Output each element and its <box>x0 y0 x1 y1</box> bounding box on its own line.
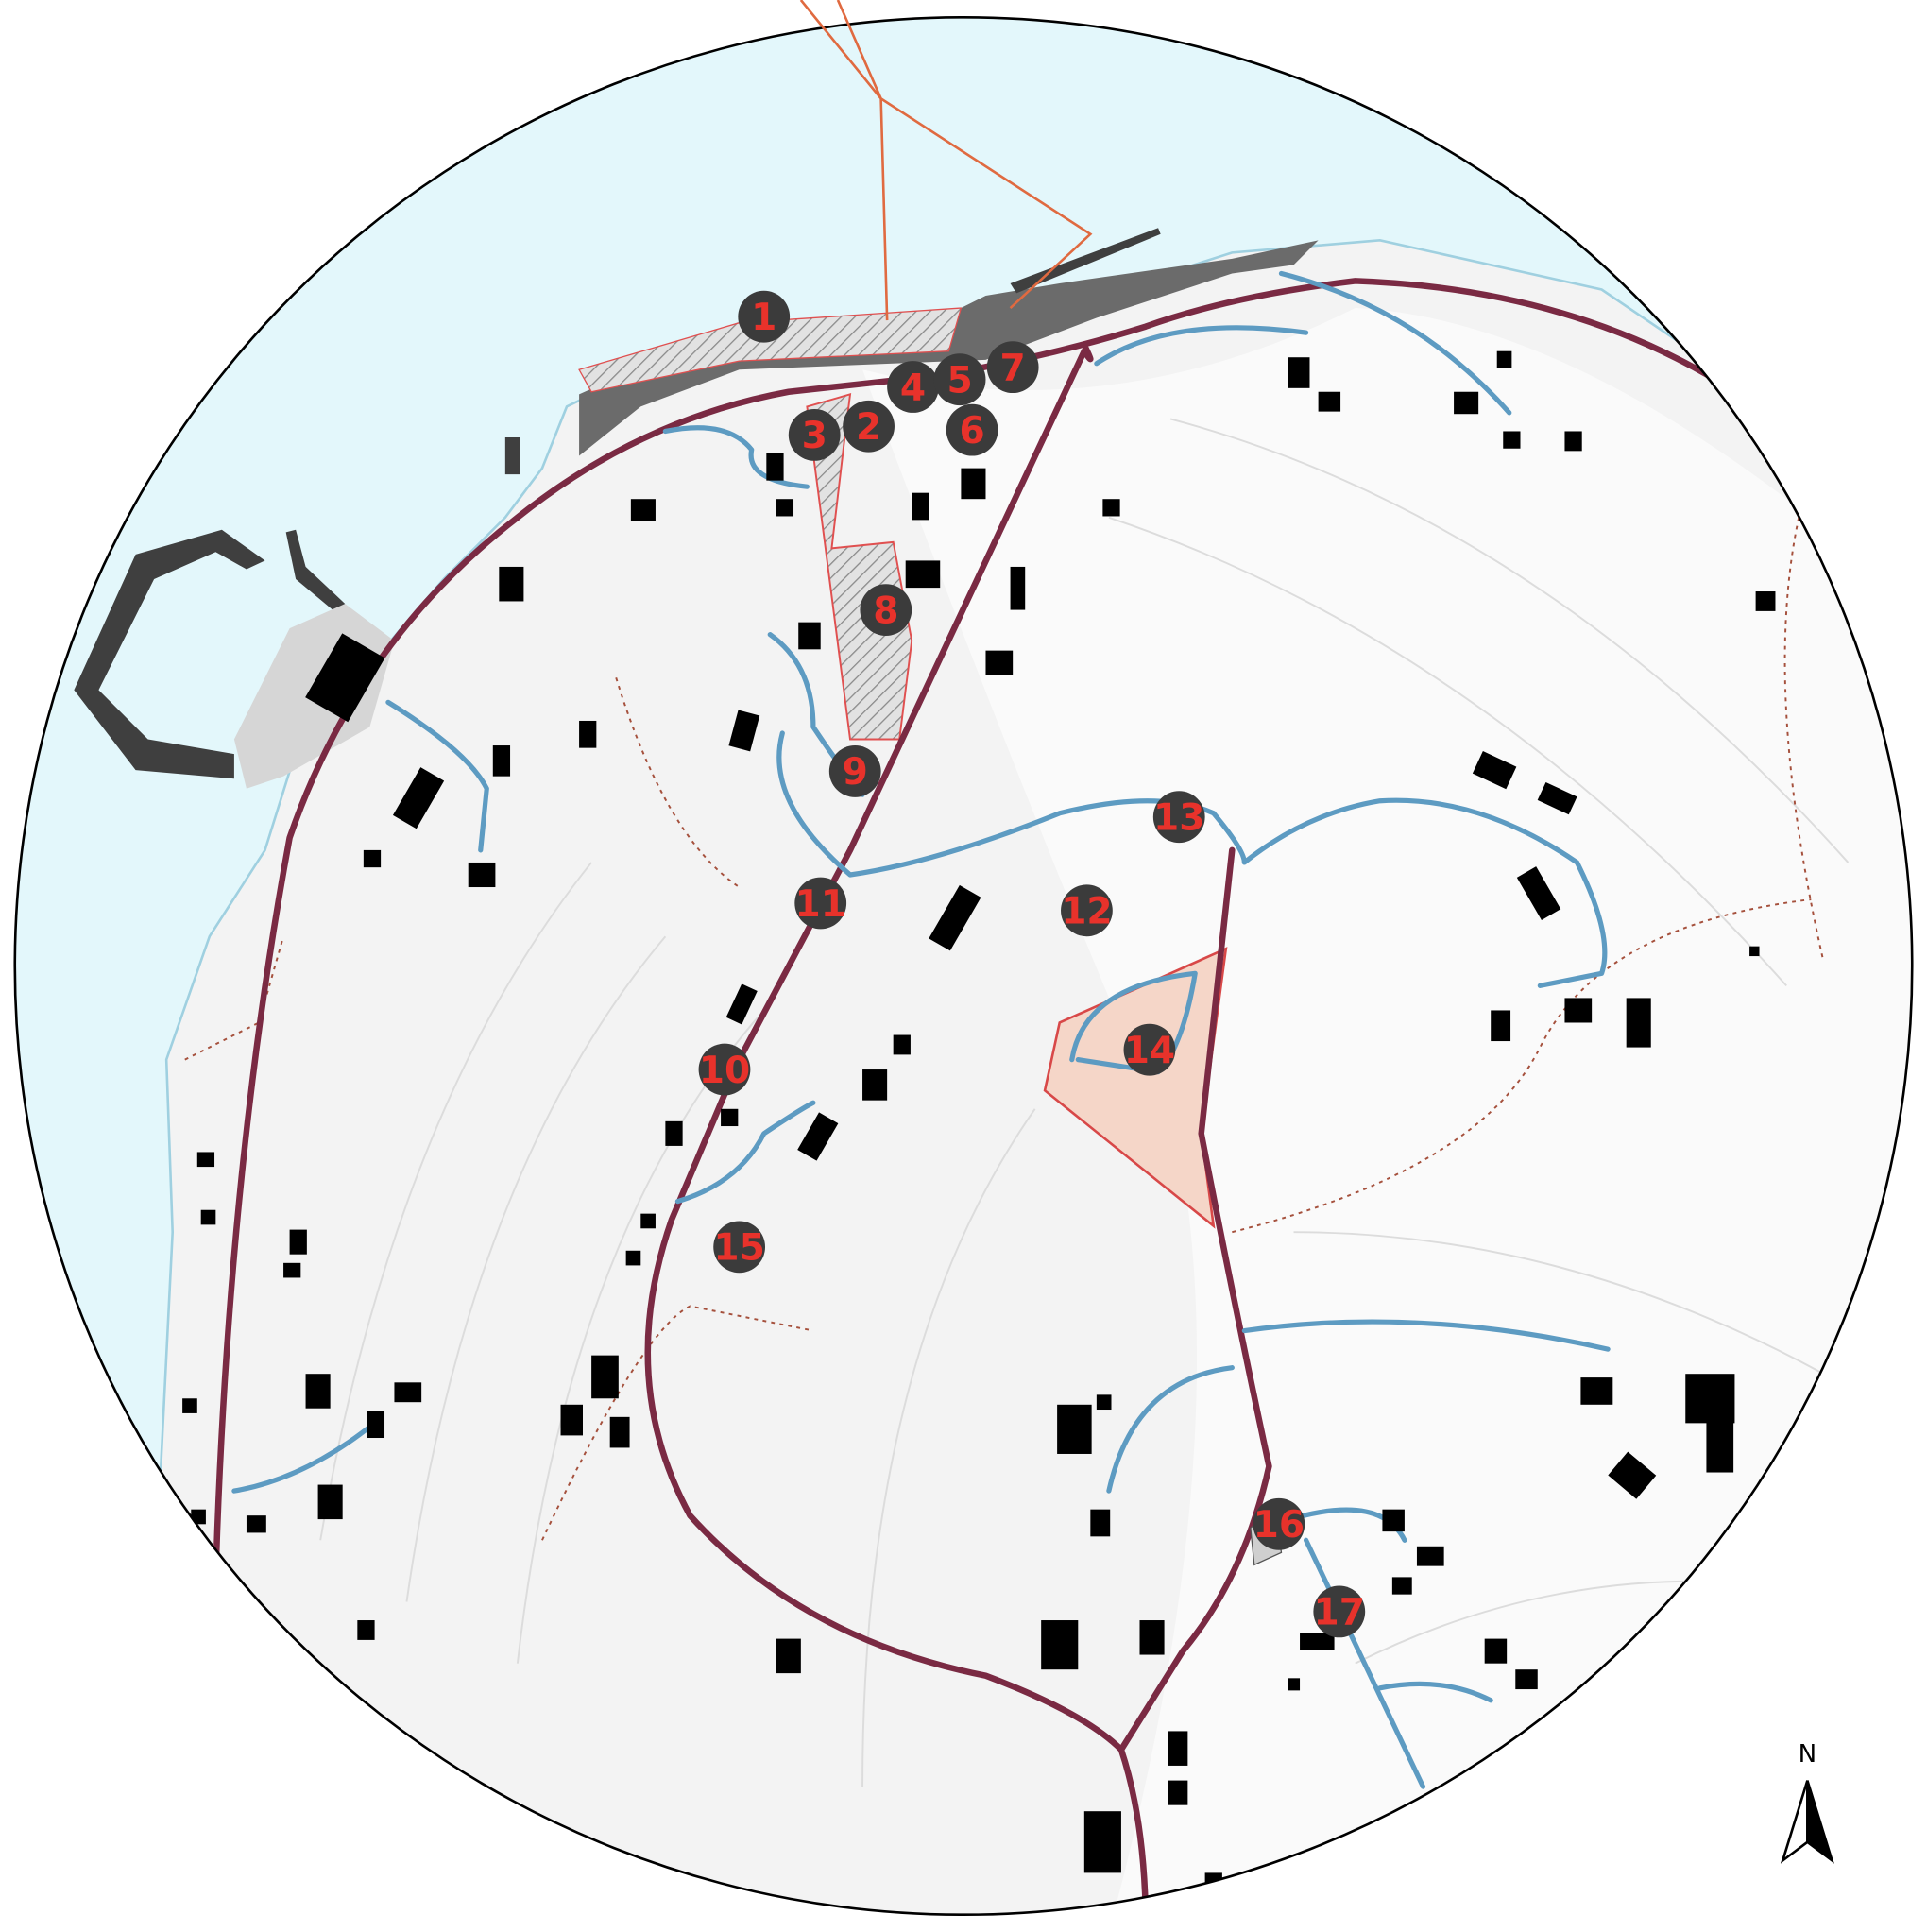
marker: 11 <box>794 877 847 930</box>
marker: 2 <box>843 400 895 453</box>
marker-label: 16 <box>1253 1504 1305 1547</box>
marker-dot <box>713 1221 766 1274</box>
marker: 17 <box>1313 1585 1366 1638</box>
marker: 15 <box>713 1221 766 1274</box>
marker-label: 5 <box>946 360 972 402</box>
roads <box>213 278 1778 1915</box>
marker-dot <box>828 745 881 797</box>
marker-label: 11 <box>794 883 845 926</box>
marker: 9 <box>828 745 881 797</box>
marker-label: 10 <box>699 1050 750 1092</box>
marker-dot <box>788 408 841 461</box>
marker-dot <box>698 1043 751 1096</box>
marker-label: 12 <box>1061 891 1112 933</box>
marker-label: 15 <box>713 1227 764 1270</box>
marker-dot <box>1253 1497 1305 1550</box>
paths <box>184 517 1825 1541</box>
north-arrow-left <box>1780 1780 1809 1864</box>
marker: 8 <box>860 584 912 636</box>
north-label: N <box>1799 1740 1817 1769</box>
marker: 5 <box>933 353 986 406</box>
marker-dot <box>843 400 895 453</box>
marker: 4 <box>887 361 939 413</box>
marker-label: 2 <box>856 406 881 449</box>
marker-label: 8 <box>873 590 898 632</box>
marker-label: 7 <box>1000 347 1026 389</box>
marker-dot <box>1061 884 1113 937</box>
marker: 3 <box>788 408 841 461</box>
marker-dot <box>887 361 939 413</box>
marker: 7 <box>986 341 1039 394</box>
marker-dot <box>933 353 986 406</box>
land-light <box>862 308 1913 1915</box>
marker: 6 <box>946 403 998 456</box>
marker-dot <box>860 584 912 636</box>
marker-label: 6 <box>960 410 985 453</box>
marker-dot <box>1313 1585 1366 1638</box>
marker-label: 14 <box>1124 1030 1175 1072</box>
map-border <box>13 15 1914 1917</box>
marker-dot <box>946 403 998 456</box>
marker-dot <box>1123 1023 1176 1076</box>
marker-label: 4 <box>900 367 926 409</box>
marker: 16 <box>1253 1497 1305 1550</box>
buildings <box>182 350 1776 1889</box>
marker-dot <box>738 290 791 343</box>
marker: 14 <box>1123 1023 1176 1076</box>
piers <box>74 228 1161 779</box>
marker-label: 17 <box>1314 1592 1365 1634</box>
marker: 12 <box>1061 884 1113 937</box>
marker-dot <box>1152 791 1205 844</box>
marker-dot <box>794 877 847 930</box>
marker: 10 <box>698 1043 751 1096</box>
north-arrow-right <box>1806 1780 1834 1864</box>
marker-label: 3 <box>802 415 827 457</box>
marker: 1 <box>738 290 791 343</box>
marker: 13 <box>1152 791 1205 844</box>
marker-label: 13 <box>1153 796 1204 839</box>
marker-label: 1 <box>751 297 776 339</box>
marker-label: 9 <box>843 751 868 794</box>
north-arrow: N <box>1780 1740 1834 1864</box>
marker-dot <box>986 341 1039 394</box>
cable-line <box>799 0 1093 321</box>
